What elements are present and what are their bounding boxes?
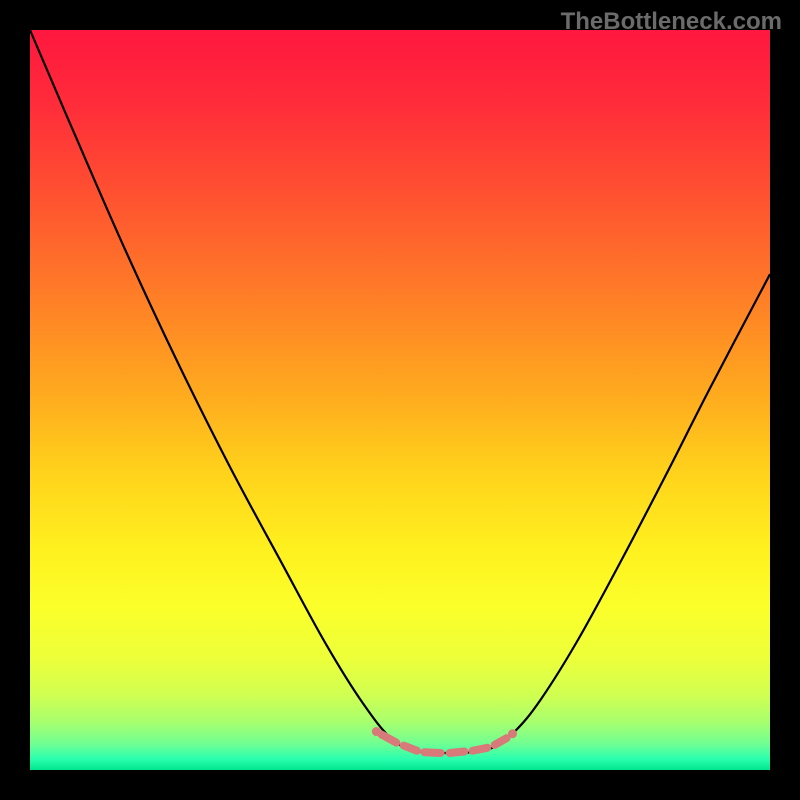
stage: TheBottleneck.com: [0, 0, 800, 800]
plot-background: [30, 30, 770, 770]
valley-dash: [473, 748, 488, 751]
chart-svg: [0, 0, 800, 800]
valley-end-dot: [372, 727, 381, 736]
valley-dash: [404, 746, 417, 751]
valley-dash: [424, 752, 440, 753]
valley-dash: [450, 752, 465, 753]
valley-end-dot: [508, 729, 517, 738]
